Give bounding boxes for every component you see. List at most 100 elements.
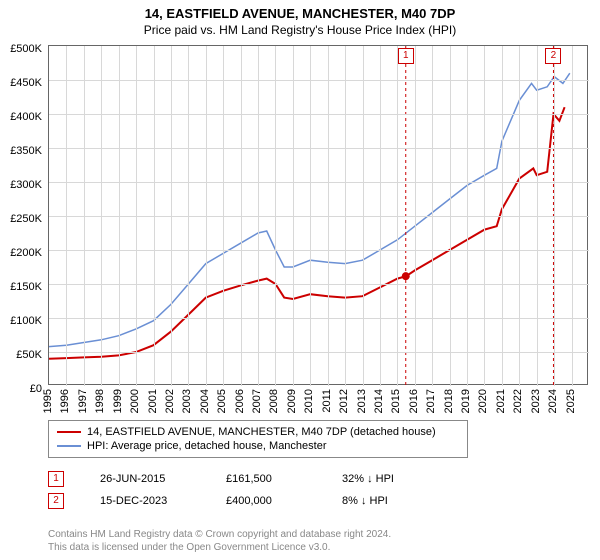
gridline-v (450, 46, 451, 386)
x-tick-label: 2013 (356, 389, 368, 413)
x-tick-label: 2008 (268, 389, 280, 413)
gridline-v (136, 46, 137, 386)
chart-area: 12 £0£50K£100K£150K£200K£250K£300K£350K£… (48, 45, 588, 415)
sale-point-marker (402, 272, 410, 280)
chart-title: 14, EASTFIELD AVENUE, MANCHESTER, M40 7D… (0, 0, 600, 21)
x-tick-label: 1997 (77, 389, 89, 413)
x-tick-label: 2007 (251, 389, 263, 413)
x-tick-label: 2018 (443, 389, 455, 413)
x-tick-label: 1995 (42, 389, 54, 413)
transaction-diff: 32% ↓ HPI (342, 473, 394, 485)
x-tick-label: 2017 (425, 389, 437, 413)
x-tick-label: 2014 (373, 389, 385, 413)
gridline-v (66, 46, 67, 386)
transaction-date: 15-DEC-2023 (100, 495, 190, 507)
y-tick-label: £400K (10, 111, 42, 123)
legend-row: HPI: Average price, detached house, Manc… (57, 439, 459, 453)
gridline-v (84, 46, 85, 386)
sale-marker-box: 2 (545, 48, 561, 64)
x-tick-label: 2002 (164, 389, 176, 413)
gridline-v (258, 46, 259, 386)
gridline-v (241, 46, 242, 386)
x-tick-label: 2012 (338, 389, 350, 413)
gridline-h (49, 216, 589, 217)
x-tick-label: 2000 (129, 389, 141, 413)
gridline-v (432, 46, 433, 386)
y-tick-label: £50K (16, 349, 42, 361)
gridline-v (415, 46, 416, 386)
x-tick-label: 2025 (565, 389, 577, 413)
transaction-date: 26-JUN-2015 (100, 473, 190, 485)
y-tick-label: £100K (10, 315, 42, 327)
gridline-v (345, 46, 346, 386)
legend-box: 14, EASTFIELD AVENUE, MANCHESTER, M40 7D… (48, 420, 468, 458)
gridline-v (397, 46, 398, 386)
x-tick-label: 2015 (390, 389, 402, 413)
plot-area: 12 (48, 45, 588, 385)
transaction-row: 1 26-JUN-2015 £161,500 32% ↓ HPI (48, 468, 588, 490)
y-tick-label: £300K (10, 179, 42, 191)
x-tick-label: 1996 (59, 389, 71, 413)
y-tick-label: £150K (10, 281, 42, 293)
gridline-v (467, 46, 468, 386)
x-tick-label: 2016 (408, 389, 420, 413)
gridline-h (49, 352, 589, 353)
transactions-table: 1 26-JUN-2015 £161,500 32% ↓ HPI 2 15-DEC-202… (48, 468, 588, 512)
gridline-v (293, 46, 294, 386)
chart-container: 14, EASTFIELD AVENUE, MANCHESTER, M40 7D… (0, 0, 600, 560)
x-tick-label: 2022 (512, 389, 524, 413)
gridline-v (328, 46, 329, 386)
x-tick-label: 2019 (460, 389, 472, 413)
sale-marker-box: 1 (398, 48, 414, 64)
x-tick-label: 2001 (147, 389, 159, 413)
footer-line1: Contains HM Land Registry data © Crown c… (48, 528, 391, 541)
gridline-v (119, 46, 120, 386)
gridline-v (554, 46, 555, 386)
gridline-h (49, 250, 589, 251)
gridline-v (537, 46, 538, 386)
gridline-h (49, 114, 589, 115)
x-tick-label: 1999 (112, 389, 124, 413)
y-tick-label: £0 (30, 383, 42, 395)
legend-swatch (57, 431, 81, 433)
legend-row: 14, EASTFIELD AVENUE, MANCHESTER, M40 7D… (57, 425, 459, 439)
x-tick-label: 2006 (234, 389, 246, 413)
x-tick-label: 2011 (321, 389, 333, 413)
gridline-h (49, 148, 589, 149)
x-tick-label: 2005 (216, 389, 228, 413)
x-tick-label: 2020 (477, 389, 489, 413)
x-tick-label: 2003 (181, 389, 193, 413)
transaction-price: £161,500 (226, 473, 306, 485)
y-tick-label: £500K (10, 43, 42, 55)
transaction-marker: 2 (48, 493, 64, 509)
transaction-diff: 8% ↓ HPI (342, 495, 388, 507)
x-tick-label: 2021 (495, 389, 507, 413)
gridline-v (363, 46, 364, 386)
transaction-marker: 1 (48, 471, 64, 487)
y-tick-label: £450K (10, 77, 42, 89)
footer-attribution: Contains HM Land Registry data © Crown c… (48, 528, 391, 554)
y-tick-label: £350K (10, 145, 42, 157)
gridline-v (572, 46, 573, 386)
gridline-v (101, 46, 102, 386)
gridline-h (49, 80, 589, 81)
y-tick-label: £250K (10, 213, 42, 225)
gridline-v (154, 46, 155, 386)
gridline-h (49, 284, 589, 285)
gridline-v (275, 46, 276, 386)
gridline-v (223, 46, 224, 386)
legend-area: 14, EASTFIELD AVENUE, MANCHESTER, M40 7D… (48, 420, 588, 512)
series-line (49, 107, 565, 359)
x-tick-label: 2009 (286, 389, 298, 413)
gridline-v (484, 46, 485, 386)
gridline-v (519, 46, 520, 386)
legend-label: 14, EASTFIELD AVENUE, MANCHESTER, M40 7D… (87, 426, 436, 438)
footer-line2: This data is licensed under the Open Gov… (48, 541, 391, 554)
x-tick-label: 2010 (303, 389, 315, 413)
transaction-row: 215-DEC-2023£400,0008% ↓ HPI (48, 490, 588, 512)
gridline-v (188, 46, 189, 386)
x-tick-label: 2023 (530, 389, 542, 413)
chart-subtitle: Price paid vs. HM Land Registry's House … (0, 21, 600, 41)
x-tick-label: 2024 (547, 389, 559, 413)
gridline-v (502, 46, 503, 386)
